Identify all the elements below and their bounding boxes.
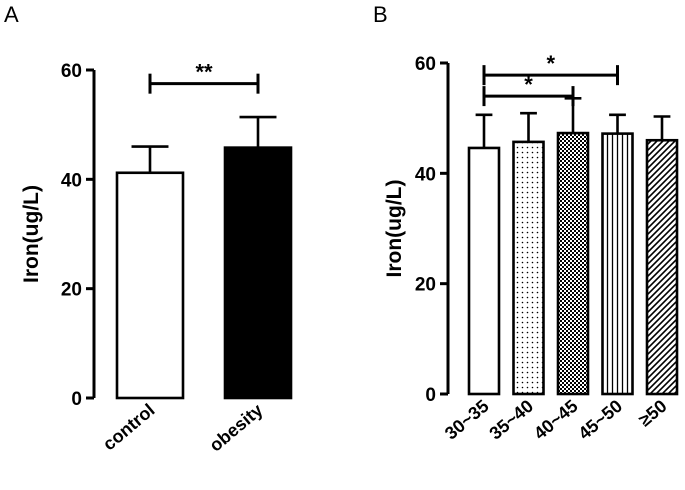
y-axis-title: Iron(ug/L): [383, 180, 406, 278]
chart-panel-a: A 0 20 40 60 Iron(ug/L) control obesity **: [4, 2, 293, 456]
y-tick-label: 0: [71, 389, 82, 410]
x-category-label: 35~40: [485, 396, 537, 444]
x-category-label: obesity: [205, 400, 266, 456]
x-category-label: 40~45: [530, 396, 582, 444]
significance-label: **: [195, 60, 213, 85]
bar-2: [223, 146, 293, 400]
y-tick-label: 0: [425, 385, 436, 406]
significance-label: *: [546, 51, 555, 76]
x-category-label: 45~50: [574, 396, 626, 444]
y-tick-label: 40: [415, 164, 436, 185]
bar-5: [645, 138, 679, 396]
panel-letter: A: [4, 2, 19, 27]
significance-label: *: [524, 72, 533, 97]
x-category-label: ≥50: [635, 396, 671, 431]
y-tick-label: 60: [61, 61, 82, 82]
y-tick-label: 20: [415, 275, 436, 296]
x-category-label: 30~35: [441, 396, 493, 444]
bar-1: [115, 171, 185, 400]
bar-3: [556, 131, 590, 396]
y-tick-label: 20: [61, 280, 82, 301]
bar-1: [467, 146, 501, 396]
bar-4: [601, 132, 634, 396]
y-axis-title: Iron(ug/L): [20, 185, 43, 283]
bar-2: [512, 140, 545, 396]
y-tick-label: 60: [415, 54, 436, 75]
x-category-label: control: [99, 400, 159, 455]
panel-letter: B: [373, 2, 388, 27]
y-tick-label: 40: [61, 170, 82, 191]
